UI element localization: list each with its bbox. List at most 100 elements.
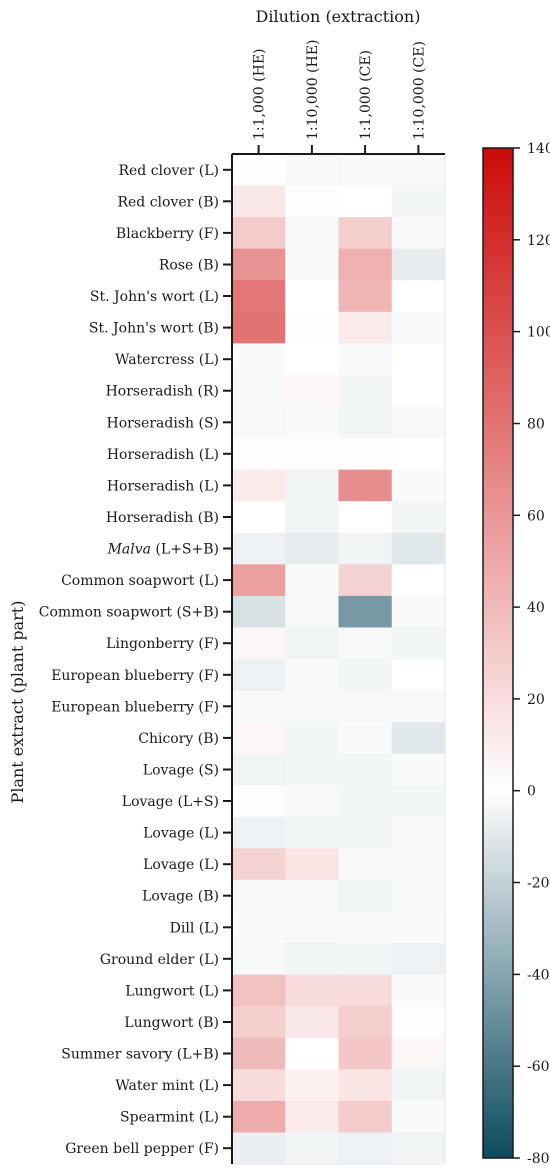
row-label: Horseradish (L) (107, 447, 219, 463)
heatmap-cell (338, 816, 393, 849)
heatmap-cell (338, 785, 393, 818)
heatmap-cell (285, 627, 339, 660)
heatmap-cell (285, 816, 339, 849)
row-label: Horseradish (L) (107, 478, 219, 494)
heatmap-cell (285, 785, 339, 818)
colorbar-tick-label: -20 (527, 876, 550, 892)
heatmap-cell (285, 974, 339, 1007)
row-label: Rose (B) (159, 258, 219, 274)
heatmap-cell (338, 248, 393, 281)
colorbar-tick-label: 100 (527, 325, 550, 341)
heatmap-cell (391, 532, 446, 565)
row-label: Horseradish (R) (106, 384, 219, 400)
heatmap-cell (391, 501, 446, 534)
heatmap-cell (338, 1006, 393, 1039)
heatmap-cell (232, 690, 286, 723)
heatmap-cell (285, 501, 339, 534)
heatmap-cell (232, 532, 286, 565)
heatmap-cell (232, 1069, 286, 1102)
heatmap-cell (391, 911, 446, 944)
heatmap-cell (338, 627, 393, 660)
heatmap-cell (285, 595, 339, 628)
heatmap-cell (391, 659, 446, 691)
heatmap-cell (338, 374, 393, 407)
heatmap-cell (391, 374, 446, 407)
heatmap-cell (232, 154, 286, 186)
column-label: 1:10,000 (HE) (305, 40, 321, 140)
colorbar-tick-label: 20 (527, 692, 545, 708)
colorbar (482, 147, 514, 1159)
heatmap-cell (391, 753, 446, 786)
heatmap-cell (391, 1037, 446, 1070)
row-label: Red clover (B) (117, 194, 219, 210)
heatmap-cell (232, 217, 286, 250)
heatmap-cell (232, 848, 286, 881)
column-label: 1:1,000 (CE) (358, 50, 374, 140)
heatmap-cell (391, 469, 446, 502)
heatmap-cell (391, 785, 446, 818)
heatmap-cell (285, 248, 339, 281)
heatmap-cell (285, 564, 339, 597)
heatmap-cell (232, 469, 286, 502)
heatmap-cell (232, 974, 286, 1007)
heatmap-cell (232, 879, 286, 912)
heatmap-cell (285, 532, 339, 565)
heatmap-cell (391, 217, 446, 250)
heatmap-cell (232, 564, 286, 597)
heatmap-cell (391, 879, 446, 912)
heatmap-cell (232, 1100, 286, 1133)
heatmap-cell (285, 154, 339, 186)
heatmap-cell (285, 1069, 339, 1102)
heatmap-cell (285, 1132, 339, 1165)
heatmap-cell (285, 722, 339, 755)
colorbar-tick-label: 0 (527, 784, 536, 800)
heatmap-cell (232, 1006, 286, 1039)
row-label: Water mint (L) (115, 1078, 219, 1094)
heatmap-cells (232, 154, 446, 1165)
heatmap-cell (232, 501, 286, 534)
colorbar-tick-label: -80 (527, 1151, 550, 1167)
row-label: Horseradish (S) (107, 415, 219, 431)
row-label: St. John's wort (L) (90, 289, 219, 305)
row-label: Lovage (L) (143, 826, 219, 842)
heatmap-cell (285, 343, 339, 376)
heatmap-cell (232, 343, 286, 376)
heatmap-cell (391, 438, 446, 471)
heatmap-cell (391, 595, 446, 628)
row-label: Dill (L) (170, 920, 219, 936)
heatmap-cell (285, 185, 339, 218)
heatmap-cell (232, 753, 286, 786)
heatmap-cell (338, 217, 393, 250)
heatmap-cell (391, 848, 446, 881)
heatmap-cell (285, 943, 339, 976)
heatmap-cell (338, 280, 393, 313)
heatmap-cell (391, 1069, 446, 1102)
heatmap-cell (338, 943, 393, 976)
heatmap-cell (285, 311, 339, 344)
row-label: Lovage (L) (143, 857, 219, 873)
heatmap-cell (338, 1069, 393, 1102)
heatmap-cell (391, 690, 446, 723)
heatmap-cell (232, 722, 286, 755)
heatmap-cell (232, 280, 286, 313)
heatmap-cell (285, 753, 339, 786)
row-label: Lovage (S) (143, 763, 219, 779)
heatmap-cell (285, 690, 339, 723)
heatmap-cell (391, 154, 446, 186)
chart-title: Dilution (extraction) (256, 7, 421, 26)
heatmap-cell (285, 659, 339, 691)
row-label: Blackberry (F) (116, 226, 219, 242)
heatmap-cell (338, 879, 393, 912)
row-label: Spearmint (L) (120, 1110, 219, 1126)
heatmap-cell (285, 438, 339, 471)
heatmap-cell (338, 185, 393, 218)
heatmap-cell (338, 974, 393, 1007)
heatmap-cell (338, 722, 393, 755)
heatmap-cell (338, 848, 393, 881)
heatmap-cell (285, 469, 339, 502)
heatmap-cell (338, 1132, 393, 1165)
heatmap-cell (338, 343, 393, 376)
heatmap-cell (285, 1037, 339, 1070)
heatmap-cell (338, 659, 393, 691)
heatmap-cell (338, 532, 393, 565)
